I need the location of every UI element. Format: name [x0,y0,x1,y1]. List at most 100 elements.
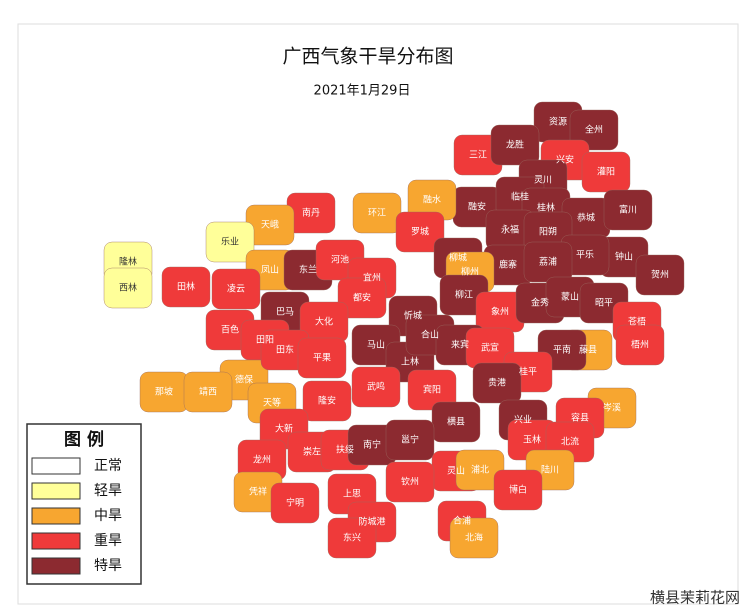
county-label: 天峨 [261,219,279,231]
county-label: 柳州 [461,266,479,278]
county-label: 浦北 [471,464,489,476]
county-label: 来宾 [451,339,469,351]
county-label: 资源 [549,117,567,128]
county-area [472,362,522,404]
county-area [270,482,320,524]
county-label: 昭平 [595,298,613,309]
county-area [205,221,255,263]
county-label: 合浦 [453,515,471,527]
county-area [493,469,543,511]
counties [103,101,685,559]
county-area [161,266,211,308]
county-area [385,419,435,461]
county-label: 藤县 [579,344,597,356]
county-label: 岑溪 [603,402,621,414]
legend-swatch [31,557,81,575]
county-area [327,517,377,559]
county-label: 巴马 [276,307,294,318]
watermark: 横县茉莉花网 [650,589,740,607]
county-label: 宾阳 [423,384,441,396]
legend-label: 正常 [94,458,122,474]
county-label: 融安 [468,201,486,213]
map-date: 2021年1月29日 [314,84,411,99]
county-label: 富川 [619,204,637,216]
county-label: 大新 [275,423,293,435]
legend-title: 图 例 [64,429,104,450]
legend-swatch [31,532,81,550]
county-area [449,517,499,559]
county-label: 桂平 [519,366,537,378]
county-label: 容县 [571,412,589,424]
county-label: 邕宁 [401,434,419,446]
county-label: 贺州 [651,269,669,281]
county-label: 恭城 [577,213,595,224]
county-label: 忻城 [404,310,422,322]
county-label: 玉林 [523,434,541,446]
county-label: 柳城 [449,252,467,264]
county-label: 全州 [585,124,603,136]
legend-box [26,423,142,585]
legend-label: 重旱 [94,533,122,549]
county-label: 北海 [465,532,483,544]
county-label: 平乐 [576,249,594,261]
legend-swatch [31,507,81,525]
county-area [635,254,685,296]
county-label: 凭祥 [249,486,267,498]
county-label: 融水 [423,194,441,206]
county-label: 灌阳 [597,166,615,178]
county-label: 横县 [447,416,465,428]
county-label: 马山 [367,340,385,351]
legend-swatch [31,457,81,475]
county-label: 上思 [343,489,361,500]
county-label: 乐业 [221,236,239,248]
county-label: 德保 [235,374,253,386]
county-area [302,380,352,422]
county-label: 平南 [553,344,571,356]
county-label: 都安 [353,292,371,304]
county-area [297,337,347,379]
county-area [211,268,261,310]
county-label: 永福 [501,224,519,236]
county-label: 三江 [469,150,487,161]
county-label: 武宣 [481,342,499,354]
county-area [337,277,387,319]
county-label: 罗城 [411,227,429,238]
county-area [603,189,653,231]
county-area [385,461,435,503]
county-label: 扶绥 [336,444,354,456]
county-label: 博白 [509,484,527,496]
county-label: 龙胜 [506,139,524,151]
legend-label: 轻旱 [94,483,122,499]
county-label: 平果 [313,353,331,364]
county-label: 阳朔 [539,226,557,238]
county-label: 靖西 [199,386,217,398]
county-label: 贵港 [488,377,506,389]
county-label: 荔浦 [539,256,557,268]
county-label: 田东 [276,344,294,356]
county-label: 崇左 [303,446,321,458]
county-label: 鹿寨 [499,259,517,271]
county-label: 河池 [331,254,349,266]
county-label: 梧州 [631,339,649,351]
county-label: 隆林 [119,256,137,268]
county-label: 凤山 [261,265,279,276]
county-label: 临桂 [511,191,529,203]
legend-label: 中旱 [94,508,122,524]
county-area [490,124,540,166]
map-title: 广西气象干旱分布图 [282,46,453,68]
county-label: 钦州 [401,476,419,488]
county-label: 灵山 [447,466,465,477]
frame [17,23,739,605]
county-label: 北流 [561,436,579,448]
county-label: 南丹 [302,207,320,219]
county-area [431,401,481,443]
county-label: 隆安 [318,395,336,407]
county-label: 那坡 [155,386,173,398]
county-label: 环江 [368,208,386,219]
county-label: 苍梧 [628,316,646,328]
county-label: 百色 [221,324,239,336]
county-label: 南宁 [363,439,381,451]
legend-label: 特旱 [94,558,122,574]
